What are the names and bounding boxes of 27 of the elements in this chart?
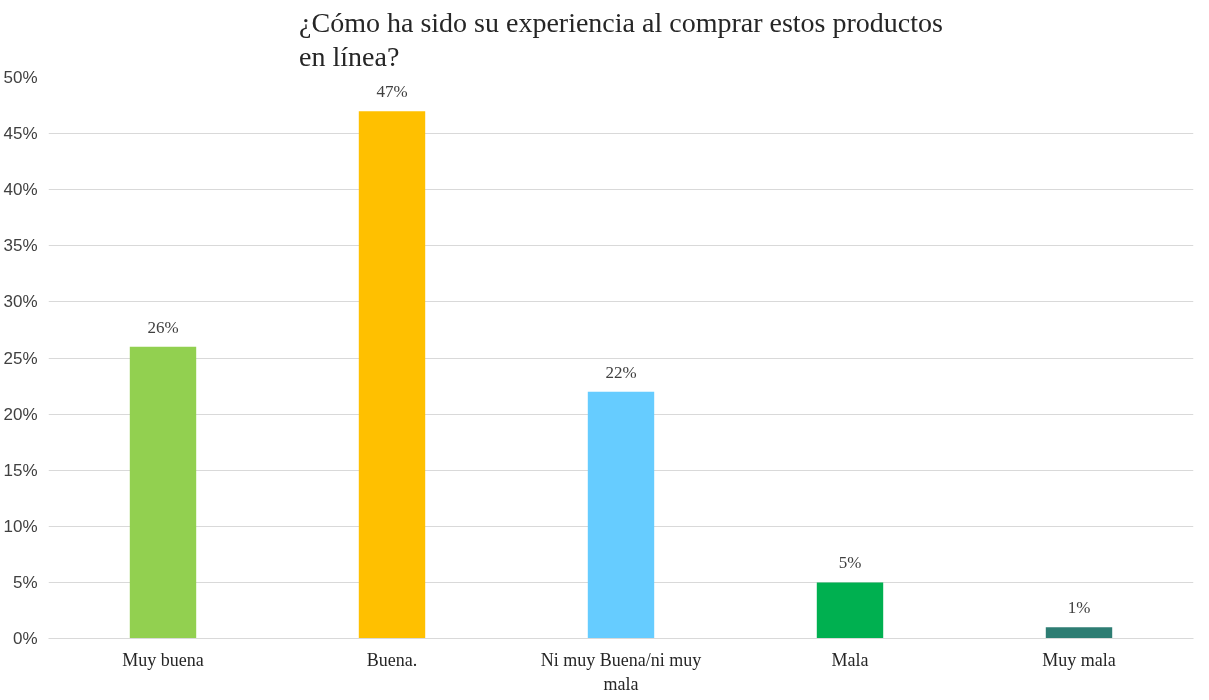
y-tick-label: 45% <box>3 124 38 144</box>
bar <box>587 391 655 639</box>
x-tick-label: Ni muy Buena/ni muy mala <box>540 649 702 694</box>
y-tick-label: 30% <box>3 292 38 312</box>
y-tick-label: 0% <box>12 629 38 648</box>
data-label: 26% <box>147 317 179 337</box>
y-tick-label: 15% <box>3 460 38 480</box>
bar <box>816 582 884 639</box>
y-tick-label: 50% <box>3 68 38 87</box>
y-tick-label: 40% <box>3 180 38 200</box>
y-tick-label: 35% <box>3 236 38 256</box>
bar <box>358 111 426 639</box>
x-tick-label: Buena. <box>366 649 418 670</box>
bar <box>129 346 197 639</box>
bar <box>1045 627 1113 639</box>
y-tick-label: 5% <box>12 572 38 592</box>
x-tick-label: Mala <box>831 649 869 670</box>
y-tick-label: 25% <box>3 348 38 368</box>
data-label: 47% <box>376 82 408 102</box>
data-label: 22% <box>605 362 637 382</box>
data-label: 5% <box>838 553 862 573</box>
chart-title: ¿Cómo ha sido su experiencia al comprar estos productos en línea? <box>299 7 943 73</box>
y-tick-label: 20% <box>3 404 38 424</box>
x-tick-label: Muy buena <box>122 649 204 670</box>
y-tick-label: 10% <box>3 516 38 536</box>
data-label: 1% <box>1067 598 1091 618</box>
x-tick-label: Muy mala <box>1042 649 1116 670</box>
